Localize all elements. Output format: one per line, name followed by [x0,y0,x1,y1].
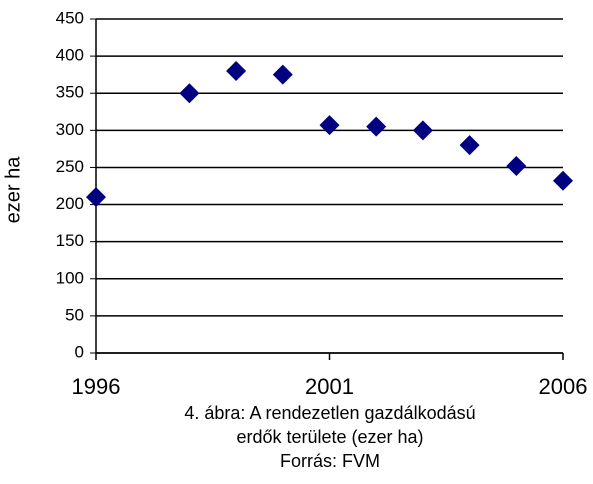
y-tick-label: 350 [56,83,84,102]
point [459,135,480,156]
y-tick-label: 300 [56,120,84,139]
point [179,83,200,104]
caption-line: 4. ábra: A rendezetlen gazdálkodású [184,403,475,423]
point [412,120,433,141]
x-tick-label: 2006 [539,374,588,399]
y-tick-label: 100 [56,268,84,287]
point [86,187,106,208]
point [319,115,340,136]
x-tick-label: 2001 [305,374,354,399]
y-tick-label: 50 [65,305,84,324]
point [272,64,293,85]
caption-line: Forrás: FVM [280,451,380,471]
y-tick-label: 400 [56,46,84,65]
point [366,116,387,137]
point [506,155,527,176]
point [226,60,247,81]
y-tick-label: 450 [56,8,84,27]
point [553,170,573,191]
x-tick-label: 1996 [72,374,121,399]
y-axis-label: ezer ha [2,156,24,224]
y-tick-label: 150 [56,231,84,250]
y-tick-label: 200 [56,194,84,213]
y-tick-label: 250 [56,157,84,176]
y-tick-label: 0 [75,342,84,361]
caption-line: erdők területe (ezer ha) [236,427,423,447]
